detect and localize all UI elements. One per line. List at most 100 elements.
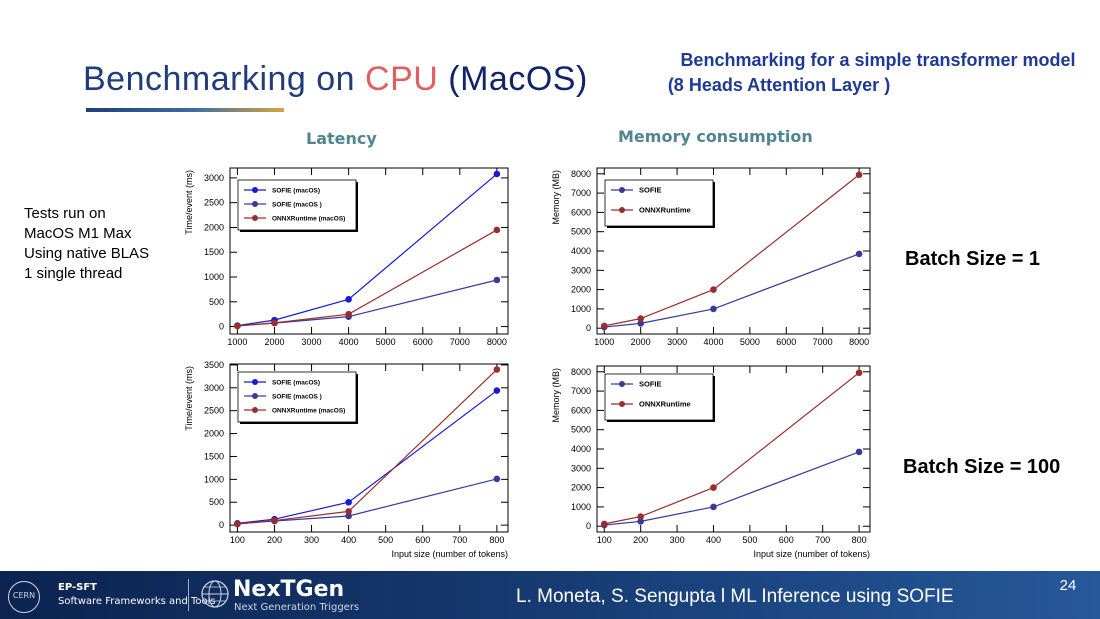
- y-tick-label: 500: [209, 297, 224, 307]
- x-tick-label: 4000: [339, 337, 359, 347]
- nextgen-brand: NexTGen: [233, 577, 345, 602]
- series-line: [604, 451, 860, 526]
- x-tick-label: 3000: [667, 337, 687, 347]
- cern-logo-icon: CERN: [8, 581, 40, 613]
- y-tick-label: 1000: [571, 304, 591, 314]
- note-line: 1 single thread: [24, 265, 123, 282]
- data-point: [493, 226, 501, 234]
- legend-swatch-marker: [252, 379, 258, 385]
- x-tick-label: 1000: [227, 337, 247, 347]
- y-tick-label: 0: [219, 520, 224, 530]
- data-point: [271, 319, 278, 327]
- series-line: [237, 390, 498, 524]
- data-point: [600, 520, 608, 528]
- series-line: [604, 174, 860, 327]
- x-axis-label: Input size (number of tokens): [391, 549, 508, 559]
- legend-label: SOFIE: [639, 186, 662, 195]
- x-tick-label: 800: [489, 535, 504, 545]
- x-tick-label: 400: [706, 535, 721, 545]
- data-point: [345, 310, 352, 318]
- data-point: [710, 286, 717, 293]
- data-point: [493, 475, 501, 483]
- y-axis-label: Time/event (ms): [184, 366, 194, 431]
- y-tick-label: 5000: [571, 227, 591, 237]
- y-tick-label: 2500: [204, 198, 224, 208]
- legend-label: ONNXRuntime: [639, 400, 691, 409]
- data-point: [637, 315, 644, 322]
- x-tick-label: 8000: [487, 337, 507, 347]
- data-point: [345, 296, 352, 303]
- test-notes: Tests run on MacOS M1 Max Using native B…: [24, 204, 149, 284]
- legend-swatch-marker: [252, 187, 258, 193]
- data-point: [234, 520, 241, 528]
- legend-label: SOFIE (macOS ): [272, 202, 322, 209]
- memory-column-header: Memory consumption: [618, 127, 813, 146]
- legend-label: SOFIE (macOS): [272, 380, 320, 387]
- org-subtitle: Software Frameworks and Tools: [58, 596, 216, 607]
- x-tick-label: 200: [267, 535, 282, 545]
- page-number: 24: [1059, 577, 1077, 594]
- x-tick-label: 2000: [631, 337, 651, 347]
- latency-chart-batch-1: 0 500 1000 1500 2000 2500 3000 1000 2000 3000 4000…: [184, 167, 509, 347]
- legend-swatch-marker: [252, 201, 258, 207]
- title-prefix: Benchmarking on: [83, 60, 366, 98]
- data-point: [345, 508, 352, 515]
- y-tick-label: 1000: [204, 474, 224, 484]
- y-tick-label: 1000: [204, 272, 224, 282]
- y-tick-label: 6000: [571, 207, 591, 217]
- data-point: [600, 322, 608, 330]
- y-tick-label: 0: [586, 521, 591, 531]
- x-tick-label: 2000: [264, 337, 284, 347]
- data-point: [855, 448, 863, 456]
- note-line: Using native BLAS: [24, 245, 150, 262]
- data-point: [637, 518, 644, 525]
- y-tick-label: 2500: [204, 406, 224, 416]
- legend-label: SOFIE (macOS): [272, 188, 320, 195]
- y-tick-label: 3000: [571, 463, 591, 473]
- x-tick-label: 300: [304, 535, 319, 545]
- nextgen-tagline: Next Generation Triggers: [234, 602, 360, 613]
- data-point: [637, 513, 644, 520]
- series-line: [237, 369, 498, 525]
- x-tick-label: 700: [815, 535, 830, 545]
- data-point: [855, 171, 863, 179]
- y-tick-label: 2000: [204, 222, 224, 232]
- legend-swatch-marker: [252, 215, 258, 221]
- y-tick-label: 0: [586, 323, 591, 333]
- y-axis-label: Memory (MB): [551, 170, 561, 225]
- legend-swatch-marker: [252, 393, 258, 399]
- y-tick-label: 5000: [571, 425, 591, 435]
- latency-column-header: Latency: [306, 129, 377, 148]
- data-point: [493, 387, 501, 394]
- legend-swatch-marker: [619, 381, 625, 387]
- data-point: [710, 305, 717, 313]
- slide-title: Benchmarking on CPU (MacOS): [83, 60, 588, 99]
- memory-chart-batch-100: 0 1000 2000 3000 4000 5000 6000 7000 8000 100 200 3…: [551, 365, 871, 559]
- x-tick-label: 4000: [703, 337, 723, 347]
- legend-swatch-marker: [619, 401, 625, 407]
- series-line: [237, 173, 498, 327]
- note-line: MacOS M1 Max: [24, 225, 132, 242]
- x-tick-label: 7000: [450, 337, 470, 347]
- legend-label: ONNXRuntime: [639, 206, 691, 215]
- title-suffix: (MacOS): [438, 60, 588, 98]
- y-tick-label: 7000: [571, 188, 591, 198]
- footer-authors: L. Moneta, S. Sengupta l ML Inference us…: [516, 586, 954, 607]
- y-tick-label: 3000: [571, 265, 591, 275]
- batch-size-100-label: Batch Size = 100: [903, 456, 1061, 478]
- title-highlight: CPU: [365, 60, 439, 98]
- series-line: [604, 253, 860, 328]
- org-name: EP-SFT: [58, 582, 97, 593]
- x-tick-label: 6000: [776, 337, 796, 347]
- data-point: [345, 498, 352, 506]
- subtitle-line2: (8 Heads Attention Layer ): [667, 75, 891, 95]
- x-tick-label: 5000: [376, 337, 396, 347]
- x-tick-label: 1000: [594, 337, 614, 347]
- title-underline: [86, 108, 284, 112]
- y-tick-label: 4000: [571, 246, 591, 256]
- y-axis-label: Time/event (ms): [184, 170, 194, 235]
- x-axis-label: Input size (number of tokens): [753, 549, 870, 559]
- x-tick-label: 600: [415, 535, 430, 545]
- footer-bar: CERN EP-SFT Software Frameworks and Tool…: [0, 571, 1100, 619]
- data-point: [271, 517, 278, 524]
